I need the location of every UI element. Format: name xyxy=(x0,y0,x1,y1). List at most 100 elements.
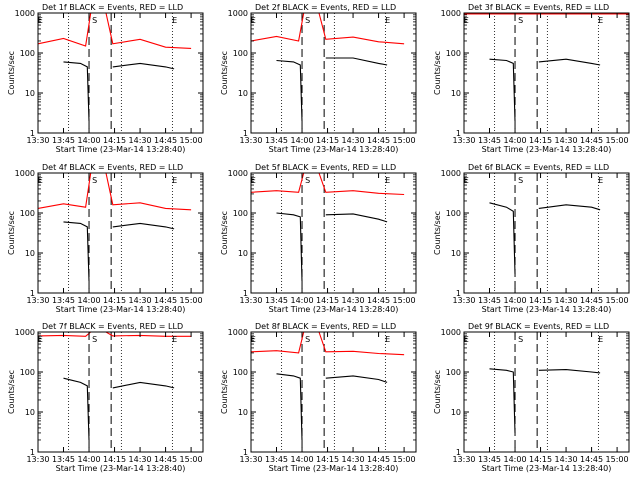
y-axis-label: Counts/sec xyxy=(433,211,442,255)
panel-det-6: Det 6f BLACK = Events, RED = LLD E S E 1 10 10… xyxy=(433,163,630,314)
event-marker-label: S xyxy=(518,176,523,185)
event-marker-label: E xyxy=(251,16,256,25)
event-marker-label: E xyxy=(251,176,256,185)
y-tick-label: 100 xyxy=(20,49,35,58)
x-tick-label: 14:30 xyxy=(555,136,578,145)
panel-det-8: Det 8f BLACK = Events, RED = LLD E S E 1 10 10… xyxy=(220,322,417,473)
x-axis-label: Start Time (23-Mar-14 13:28:40) xyxy=(482,464,612,473)
panel-title: Det 9f BLACK = Events, RED = LLD xyxy=(468,322,609,331)
event-marker-label: E xyxy=(172,335,177,344)
plot-frame xyxy=(250,331,417,453)
plot-frame xyxy=(37,172,204,294)
x-tick-label: 13:45 xyxy=(478,455,501,464)
x-tick-label: 13:45 xyxy=(478,136,501,145)
x-tick-label: 13:45 xyxy=(478,296,501,305)
x-tick-label: 14:30 xyxy=(129,296,152,305)
y-tick-label: 1000 xyxy=(15,169,35,178)
x-tick-label: 14:15 xyxy=(103,455,126,464)
x-tick-label: 13:45 xyxy=(52,136,75,145)
plot-frame xyxy=(250,172,417,294)
x-tick-label: 15:00 xyxy=(180,455,203,464)
panel-det-9: Det 9f BLACK = Events, RED = LLD E S E 1 10 10… xyxy=(433,322,630,473)
event-marker-label: E xyxy=(598,16,603,25)
x-tick-label: 14:00 xyxy=(503,296,526,305)
x-tick-label: 14:00 xyxy=(503,455,526,464)
x-axis-label: Start Time (23-Mar-14 13:28:40) xyxy=(482,145,612,154)
event-marker-label: E xyxy=(38,335,43,344)
event-marker-label: E xyxy=(385,16,390,25)
x-tick-label: 14:30 xyxy=(342,136,365,145)
y-tick-label: 10 xyxy=(25,408,35,417)
event-marker-label: E xyxy=(172,16,177,25)
x-tick-label: 14:00 xyxy=(77,296,100,305)
panel-det-3: Det 3f BLACK = Events, RED = LLD E S E 1 10 10… xyxy=(433,3,630,154)
series-line-events xyxy=(489,202,601,274)
series-line-lld xyxy=(37,172,192,211)
y-axis-label: Counts/sec xyxy=(7,211,16,255)
y-tick-label: 1 xyxy=(30,129,35,138)
x-axis-label: Start Time (23-Mar-14 13:28:40) xyxy=(482,305,612,314)
x-tick-label: 14:15 xyxy=(316,455,339,464)
x-tick-label: 14:00 xyxy=(503,136,526,145)
x-tick-label: 14:15 xyxy=(529,455,552,464)
x-tick-label: 14:45 xyxy=(580,296,603,305)
panel-det-7: Det 7f BLACK = Events, RED = LLD E S E 1 10 10… xyxy=(7,322,204,473)
panel-det-2: Det 2f BLACK = Events, RED = LLD E S E 1 10 10… xyxy=(220,3,417,154)
x-tick-label: 13:30 xyxy=(26,455,49,464)
y-tick-label: 1 xyxy=(243,289,248,298)
panel-det-1: Det 1f BLACK = Events, RED = LLD E S E 1 10 10… xyxy=(7,3,204,154)
x-tick-label: 14:15 xyxy=(529,136,552,145)
y-tick-label: 1000 xyxy=(15,9,35,18)
y-axis-label: Counts/sec xyxy=(220,51,229,95)
x-tick-label: 14:45 xyxy=(367,136,390,145)
x-tick-label: 14:45 xyxy=(367,296,390,305)
x-tick-label: 14:45 xyxy=(154,455,177,464)
plot-frame xyxy=(463,172,630,294)
y-tick-label: 10 xyxy=(238,408,248,417)
x-tick-label: 13:30 xyxy=(239,136,262,145)
x-tick-label: 13:30 xyxy=(26,296,49,305)
y-tick-label: 100 xyxy=(233,368,248,377)
plot-frame xyxy=(463,12,630,134)
y-tick-label: 100 xyxy=(446,368,461,377)
x-tick-label: 14:00 xyxy=(290,296,313,305)
panel-det-4: Det 4f BLACK = Events, RED = LLD E S E 1 10 10… xyxy=(7,163,204,314)
y-tick-label: 10 xyxy=(451,249,461,258)
y-tick-label: 1 xyxy=(30,448,35,457)
y-tick-label: 1000 xyxy=(228,9,248,18)
y-tick-label: 100 xyxy=(20,209,35,218)
series-line-events xyxy=(489,58,601,122)
y-axis-label: Counts/sec xyxy=(433,370,442,414)
x-axis-label: Start Time (23-Mar-14 13:28:40) xyxy=(56,145,186,154)
x-tick-label: 14:30 xyxy=(342,296,365,305)
panel-title: Det 3f BLACK = Events, RED = LLD xyxy=(468,3,609,12)
event-marker-label: S xyxy=(92,335,97,344)
x-tick-label: 14:45 xyxy=(580,455,603,464)
series-line-events xyxy=(489,368,601,433)
event-marker-label: S xyxy=(305,335,310,344)
y-tick-label: 100 xyxy=(446,49,461,58)
series-line-events xyxy=(276,57,388,122)
x-tick-label: 15:00 xyxy=(393,136,416,145)
x-tick-label: 13:30 xyxy=(452,136,475,145)
x-tick-label: 13:45 xyxy=(265,136,288,145)
y-tick-label: 10 xyxy=(451,408,461,417)
event-marker-label: E xyxy=(251,335,256,344)
y-tick-label: 1000 xyxy=(441,169,461,178)
x-tick-label: 14:45 xyxy=(580,136,603,145)
y-tick-label: 100 xyxy=(20,368,35,377)
event-marker-label: S xyxy=(305,176,310,185)
panel-title: Det 6f BLACK = Events, RED = LLD xyxy=(468,163,609,172)
panel-det-5: Det 5f BLACK = Events, RED = LLD E S E 1 10 10… xyxy=(220,163,417,314)
series-line-events xyxy=(276,212,388,282)
y-tick-label: 1 xyxy=(30,289,35,298)
x-tick-label: 14:15 xyxy=(103,136,126,145)
x-tick-label: 14:30 xyxy=(129,136,152,145)
x-tick-label: 14:30 xyxy=(555,455,578,464)
x-tick-label: 13:45 xyxy=(265,296,288,305)
x-axis-label: Start Time (23-Mar-14 13:28:40) xyxy=(269,145,399,154)
y-tick-label: 1000 xyxy=(228,328,248,337)
x-tick-label: 13:30 xyxy=(239,296,262,305)
event-marker-label: S xyxy=(518,16,523,25)
x-tick-label: 15:00 xyxy=(180,136,203,145)
